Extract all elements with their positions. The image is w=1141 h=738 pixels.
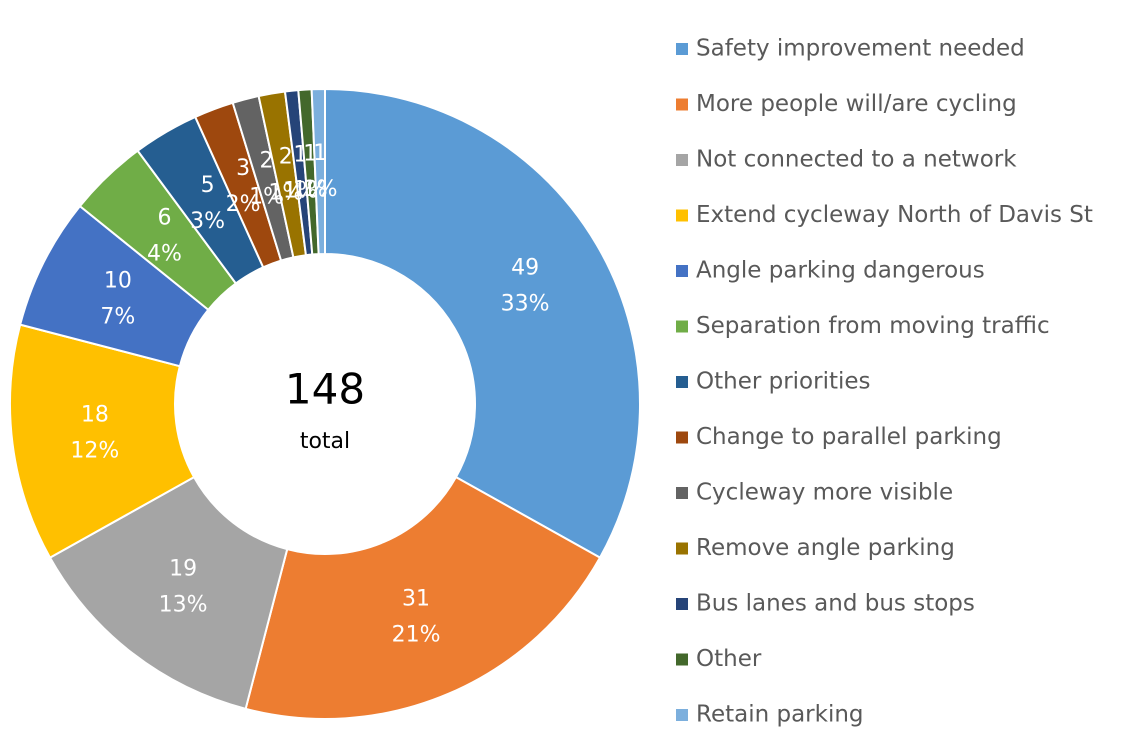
legend-label: Bus lanes and bus stops [696,591,975,617]
legend-label: Extend cycleway North of Davis St [696,202,1093,228]
slice-percent-label: 33% [501,292,550,317]
slice-percent-label: 3% [190,209,225,234]
legend-swatch [676,487,688,499]
legend-label: Separation from moving traffic [696,313,1050,339]
slice-percent-label: 1% [303,177,338,202]
slice-percent-label: 13% [159,593,208,618]
slice-percent-label: 1% [268,180,303,205]
slice-percent-label: 2% [226,192,261,217]
slice-value-label: 5 [201,173,215,198]
legend-swatch [676,43,688,55]
total-label: total [300,429,350,454]
legend-swatch [676,209,688,222]
legend-swatch [676,376,688,388]
slice-value-label: 10 [104,269,132,294]
slice-value-label: 1 [313,141,327,166]
legend-label: Remove angle parking [696,535,955,561]
legend-label: Cycleway more visible [696,480,953,506]
legend-label: Retain parking [696,702,864,728]
legend-swatch [676,320,688,333]
slice-value-label: 18 [81,402,109,427]
slice-value-label: 31 [402,586,430,611]
legend-swatch [676,154,688,166]
donut-slice [244,475,602,720]
slice-value-label: 1 [303,141,317,166]
donut-slice [9,323,196,559]
legend-label: Change to parallel parking [696,424,1002,450]
legend-swatch [676,709,688,721]
slice-percent-label: 1% [283,178,318,203]
slice-percent-label: 12% [70,438,119,463]
legend-swatch [676,653,688,666]
legend-swatch [676,265,688,277]
slice-value-label: 3 [236,156,250,181]
legend-swatch [676,542,688,555]
slice-percent-label: 1% [293,177,328,202]
donut-slice [48,475,289,711]
slice-value-label: 2 [279,144,293,169]
slice-value-label: 19 [169,557,197,582]
legend-swatch [676,431,688,444]
slice-percent-label: 7% [100,305,135,330]
legend-swatch [676,98,688,111]
slice-value-label: 2 [260,148,274,173]
donut-slice [310,87,326,256]
donut-slice [324,87,641,559]
slice-value-label: 6 [157,206,171,231]
slice-percent-label: 4% [147,242,182,267]
legend-label: More people will/are cycling [696,91,1017,117]
slice-percent-label: 21% [392,622,441,647]
legend-swatch [676,598,688,610]
legend-label: Not connected to a network [696,147,1017,173]
legend-label: Other priorities [696,369,871,395]
legend-label: Angle parking dangerous [696,258,985,284]
slice-value-label: 49 [511,256,539,281]
slice-value-label: 1 [293,142,307,167]
slice-percent-label: 1% [249,184,284,209]
total-value: 148 [285,365,365,414]
legend-label: Safety improvement needed [696,36,1025,62]
legend-label: Other [696,646,762,672]
